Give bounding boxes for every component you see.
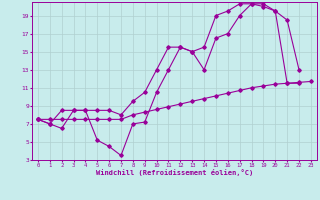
X-axis label: Windchill (Refroidissement éolien,°C): Windchill (Refroidissement éolien,°C) [96,169,253,176]
